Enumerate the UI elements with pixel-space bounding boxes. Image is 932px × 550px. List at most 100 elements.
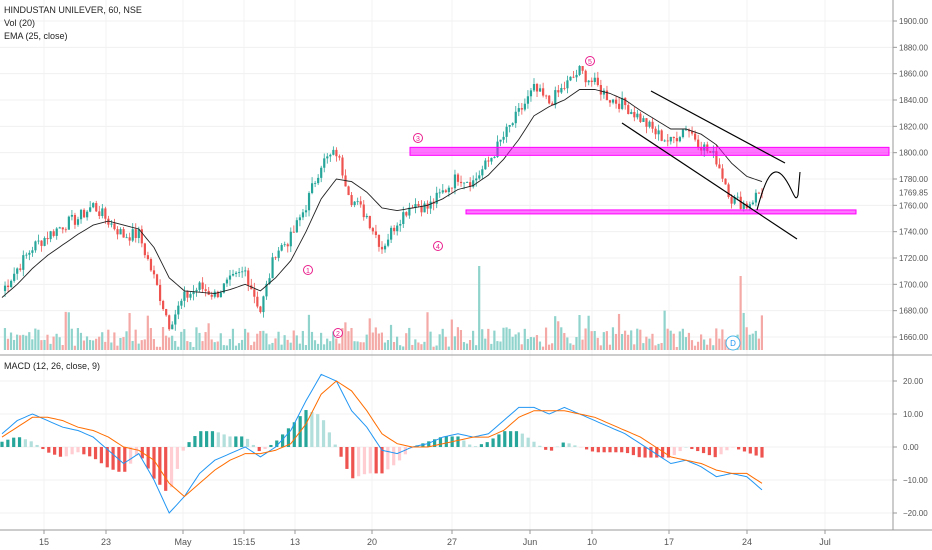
macd-histogram-bar bbox=[152, 447, 156, 479]
candle-body bbox=[402, 212, 405, 225]
candle-body bbox=[64, 229, 67, 231]
candle-body bbox=[180, 300, 183, 306]
volume-bar bbox=[575, 337, 578, 350]
candle-body bbox=[444, 190, 447, 193]
candle-body bbox=[298, 217, 302, 221]
candle-body bbox=[219, 292, 222, 298]
candle-body bbox=[545, 95, 548, 97]
candle-body bbox=[426, 203, 429, 209]
candle-body bbox=[584, 70, 587, 83]
volume-bar bbox=[526, 338, 529, 350]
macd-histogram-bar bbox=[585, 447, 589, 450]
candle-body bbox=[271, 257, 274, 279]
volume-bar bbox=[307, 314, 311, 350]
volume-bar bbox=[134, 329, 137, 350]
time-tick-label: 15:15 bbox=[233, 537, 256, 547]
volume-bar bbox=[58, 337, 61, 350]
volume-bar bbox=[414, 339, 417, 350]
volume-bar bbox=[341, 328, 344, 350]
volume-bar bbox=[225, 345, 228, 350]
volume-bar bbox=[210, 339, 213, 350]
volume-bar bbox=[295, 335, 298, 350]
volume-bar bbox=[541, 346, 545, 350]
volume-bar bbox=[265, 333, 268, 350]
macd-histogram-bar bbox=[257, 447, 261, 452]
volume-bar bbox=[712, 345, 715, 350]
volume-bar bbox=[161, 327, 165, 350]
wave-label-marker bbox=[333, 328, 343, 338]
macd-histogram-bar bbox=[123, 447, 127, 472]
volume-legend[interactable]: Vol (20) bbox=[4, 18, 36, 28]
volume-bar bbox=[627, 334, 630, 350]
macd-histogram-bar bbox=[111, 447, 115, 470]
ema-path bbox=[1, 89, 763, 298]
candle-body bbox=[359, 201, 362, 205]
candle-body bbox=[453, 174, 457, 189]
symbol-title[interactable]: HINDUSTAN UNILEVER, 60, NSE bbox=[4, 5, 142, 15]
candle-body bbox=[602, 90, 606, 95]
volume-bar bbox=[426, 312, 429, 350]
macd-histogram-bar bbox=[35, 444, 39, 447]
macd-histogram-bar bbox=[240, 436, 244, 447]
volume-bar bbox=[344, 322, 347, 350]
channel-lower-line bbox=[621, 122, 798, 240]
volume-bar bbox=[487, 328, 490, 350]
macd-histogram-bar bbox=[737, 447, 741, 450]
candle-body bbox=[283, 244, 286, 246]
volume-bar bbox=[703, 339, 706, 350]
candle-body bbox=[335, 149, 338, 157]
candle-body bbox=[678, 137, 682, 142]
price-tick-label: 1760.00 bbox=[899, 201, 928, 210]
candle-body bbox=[113, 223, 116, 230]
wave-label: 1 bbox=[306, 268, 310, 275]
candle-body bbox=[234, 272, 238, 274]
volume-bar bbox=[73, 345, 76, 350]
time-tick-label: May bbox=[174, 537, 192, 547]
volume-bar bbox=[374, 327, 377, 350]
volume-bar bbox=[16, 334, 19, 350]
drawing-overlays[interactable]: 1 2 3 4 5 bbox=[303, 56, 890, 338]
volume-bar bbox=[435, 345, 438, 350]
ema-legend[interactable]: EMA (25, close) bbox=[4, 31, 68, 41]
volume-bar bbox=[386, 339, 390, 350]
candle-body bbox=[733, 197, 736, 204]
volume-bar bbox=[566, 337, 569, 350]
volume-bar bbox=[125, 331, 128, 350]
candle-body bbox=[475, 178, 478, 181]
candle-body bbox=[28, 252, 31, 255]
candle-body bbox=[517, 108, 520, 112]
candle-body bbox=[624, 97, 627, 106]
candle-body bbox=[125, 237, 128, 239]
candle-body bbox=[329, 154, 332, 157]
volume-bar bbox=[31, 339, 34, 350]
candle-body bbox=[95, 203, 98, 212]
volume-bar bbox=[709, 338, 712, 350]
volume-bar bbox=[681, 328, 684, 350]
macd-legend[interactable]: MACD (12, 26, close, 9) bbox=[4, 361, 101, 371]
candle-body bbox=[493, 156, 496, 158]
candle-body bbox=[508, 125, 511, 127]
volume-bar bbox=[213, 342, 216, 350]
candle-body bbox=[490, 157, 493, 162]
volume-bar bbox=[64, 311, 67, 350]
candle-body bbox=[289, 231, 292, 247]
macd-histogram-bar bbox=[491, 438, 495, 447]
volume-bar bbox=[596, 337, 599, 350]
candle-body bbox=[61, 227, 64, 230]
volume-bar bbox=[19, 335, 22, 350]
volume-bar bbox=[216, 341, 219, 350]
candle-body bbox=[122, 229, 125, 238]
candle-body bbox=[259, 306, 262, 313]
volume-bar bbox=[389, 324, 393, 350]
candle-body bbox=[469, 182, 472, 187]
candle-body bbox=[435, 192, 438, 204]
candle-body bbox=[551, 103, 554, 106]
candle-body bbox=[757, 192, 761, 194]
macd-histogram-bar bbox=[538, 445, 542, 447]
candle-body bbox=[253, 289, 256, 297]
candle-body bbox=[663, 140, 666, 142]
candle-body bbox=[365, 215, 368, 218]
candle-body bbox=[575, 74, 578, 78]
macd-histogram-bar bbox=[205, 431, 209, 447]
